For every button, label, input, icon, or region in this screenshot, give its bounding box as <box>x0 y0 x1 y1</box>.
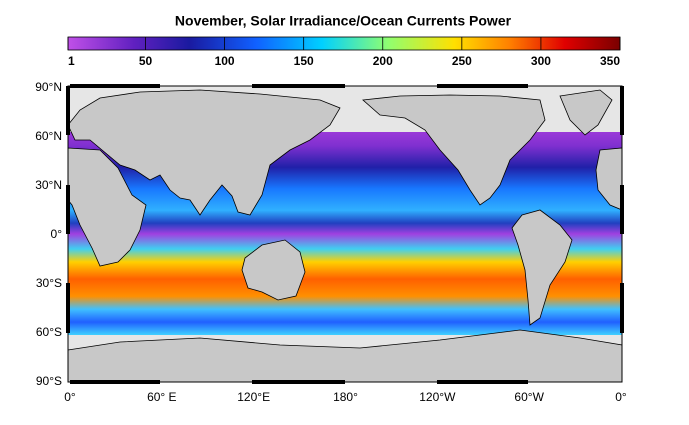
latitude-label: 90°N <box>35 80 62 94</box>
longitude-label: 120°W <box>419 390 456 404</box>
eurasia <box>67 89 341 216</box>
title: November, Solar Irradiance/Ocean Current… <box>175 13 512 29</box>
frame-bars <box>66 84 624 384</box>
colorbar-tick-label: 100 <box>215 54 235 68</box>
longitude-label: 0° <box>615 390 627 404</box>
latitude-label: 60°N <box>35 129 62 143</box>
latitude-label: 30°S <box>36 276 62 290</box>
colorbar-tick-label: 1 <box>68 54 75 68</box>
colorbar-tick-label: 50 <box>139 54 153 68</box>
north-america <box>362 94 546 206</box>
longitude-label: 120°E <box>237 390 270 404</box>
latitude-label: 0° <box>51 227 63 241</box>
africa <box>67 147 147 267</box>
australia <box>241 239 306 301</box>
map <box>66 84 624 384</box>
colorbar-tick-label: 300 <box>531 54 551 68</box>
latitude-label: 60°S <box>36 325 62 339</box>
latitude-label: 90°S <box>36 374 62 388</box>
south-america <box>511 209 573 326</box>
latitude-label: 30°N <box>35 178 62 192</box>
longitude-label: 180° <box>333 390 358 404</box>
colorbar-tick-label: 150 <box>294 54 314 68</box>
longitude-label: 0° <box>64 390 76 404</box>
longitude-label: 60°W <box>514 390 544 404</box>
colorbar-tick-label: 200 <box>373 54 393 68</box>
colorbar-tick-label: 250 <box>452 54 472 68</box>
colorbar <box>67 36 621 51</box>
longitude-label: 60° E <box>147 390 176 404</box>
colorbar-tick-label: 350 <box>600 54 620 68</box>
greenland <box>559 89 613 136</box>
